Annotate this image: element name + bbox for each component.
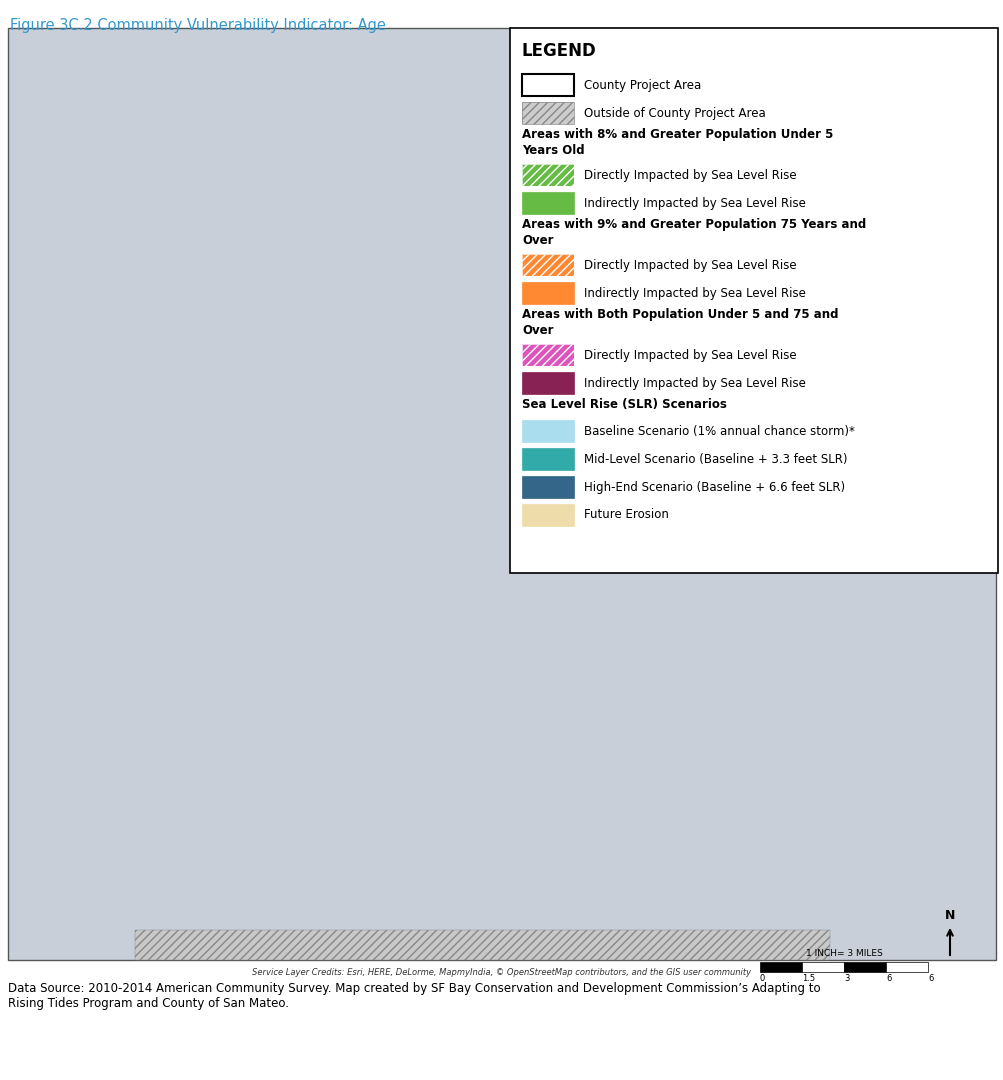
Text: 6: 6	[927, 974, 933, 983]
Bar	[522, 164, 574, 186]
Bar	[522, 102, 574, 124]
Text: N: N	[944, 909, 954, 922]
Text: Future Erosion: Future Erosion	[584, 509, 668, 522]
Text: Outside of County Project Area: Outside of County Project Area	[584, 107, 765, 120]
Text: 1 INCH= 3 MILES: 1 INCH= 3 MILES	[804, 949, 882, 958]
Bar	[522, 448, 574, 470]
Bar	[510, 28, 997, 573]
Text: Sea Level Rise (SLR) Scenarios: Sea Level Rise (SLR) Scenarios	[522, 399, 726, 411]
Bar	[522, 102, 574, 124]
Text: Service Layer Credits: Esri, HERE, DeLorme, MapmyIndia, © OpenStreetMap contribu: Service Layer Credits: Esri, HERE, DeLor…	[252, 968, 751, 977]
Text: Areas with 8% and Greater Population Under 5
Years Old: Areas with 8% and Greater Population Und…	[522, 129, 832, 157]
Bar	[522, 164, 574, 186]
Bar	[844, 962, 885, 972]
Bar	[522, 345, 574, 366]
Text: Indirectly Impacted by Sea Level Rise: Indirectly Impacted by Sea Level Rise	[584, 286, 805, 299]
Text: Directly Impacted by Sea Level Rise: Directly Impacted by Sea Level Rise	[584, 349, 795, 362]
Bar	[522, 282, 574, 303]
Text: Indirectly Impacted by Sea Level Rise: Indirectly Impacted by Sea Level Rise	[584, 377, 805, 390]
Text: Data Source: 2010-2014 American Community Survey. Map created by SF Bay Conserva: Data Source: 2010-2014 American Communit…	[8, 982, 819, 1010]
Bar	[885, 962, 927, 972]
Text: Areas with Both Population Under 5 and 75 and
Over: Areas with Both Population Under 5 and 7…	[522, 308, 838, 337]
Text: Baseline Scenario (1% annual chance storm)*: Baseline Scenario (1% annual chance stor…	[584, 424, 854, 437]
Text: Areas with 9% and Greater Population 75 Years and
Over: Areas with 9% and Greater Population 75 …	[522, 218, 866, 247]
Text: Indirectly Impacted by Sea Level Rise: Indirectly Impacted by Sea Level Rise	[584, 197, 805, 210]
Bar	[134, 930, 829, 960]
Text: County Project Area: County Project Area	[584, 79, 700, 92]
Text: 1.5: 1.5	[801, 974, 814, 983]
Text: High-End Scenario (Baseline + 6.6 feet SLR): High-End Scenario (Baseline + 6.6 feet S…	[584, 481, 845, 494]
Text: Directly Impacted by Sea Level Rise: Directly Impacted by Sea Level Rise	[584, 258, 795, 271]
Bar	[759, 962, 801, 972]
Bar	[801, 962, 844, 972]
Text: 6: 6	[885, 974, 891, 983]
Bar	[522, 192, 574, 214]
Text: Figure 3C.2 Community Vulnerability Indicator: Age: Figure 3C.2 Community Vulnerability Indi…	[10, 18, 385, 33]
Text: LEGEND: LEGEND	[522, 42, 596, 60]
Text: Mid-Level Scenario (Baseline + 3.3 feet SLR): Mid-Level Scenario (Baseline + 3.3 feet …	[584, 453, 847, 465]
Bar	[522, 345, 574, 366]
Bar	[522, 372, 574, 394]
Text: 3: 3	[844, 974, 849, 983]
Bar	[522, 504, 574, 526]
Bar	[522, 476, 574, 498]
Bar	[522, 75, 574, 96]
Text: 0: 0	[759, 974, 764, 983]
Bar	[522, 420, 574, 442]
Bar	[8, 28, 995, 960]
Text: Directly Impacted by Sea Level Rise: Directly Impacted by Sea Level Rise	[584, 168, 795, 181]
Bar	[522, 254, 574, 276]
Bar	[522, 254, 574, 276]
